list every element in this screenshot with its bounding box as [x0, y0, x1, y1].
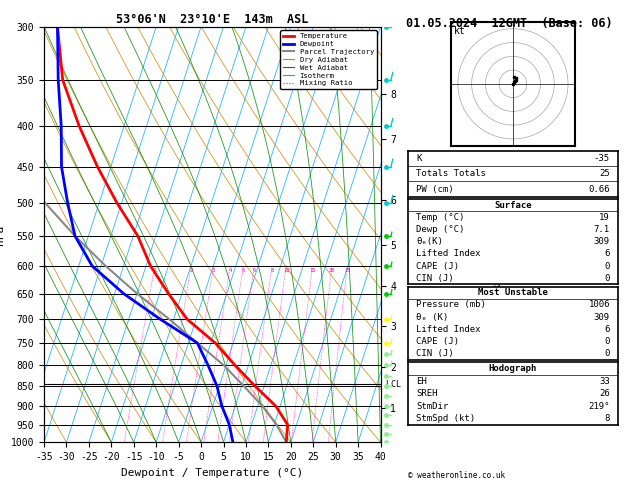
Text: 26: 26	[599, 389, 610, 398]
Text: 0: 0	[604, 349, 610, 358]
Text: 19: 19	[599, 213, 610, 222]
Text: Lifted Index: Lifted Index	[416, 249, 481, 259]
Text: Mixing Ratio (g/kg): Mixing Ratio (g/kg)	[494, 228, 503, 324]
Text: 0.66: 0.66	[588, 185, 610, 193]
Text: Most Unstable: Most Unstable	[478, 288, 548, 297]
Text: 33: 33	[599, 377, 610, 385]
Text: Temp (°C): Temp (°C)	[416, 213, 464, 222]
Text: Surface: Surface	[494, 201, 532, 210]
Text: 01.05.2024  12GMT  (Base: 06): 01.05.2024 12GMT (Base: 06)	[406, 17, 612, 30]
Text: 0: 0	[604, 261, 610, 271]
Text: Hodograph: Hodograph	[489, 364, 537, 373]
Text: 25: 25	[344, 268, 350, 273]
Text: © weatheronline.co.uk: © weatheronline.co.uk	[408, 471, 504, 480]
Text: 15: 15	[309, 268, 316, 273]
Text: StmSpd (kt): StmSpd (kt)	[416, 415, 475, 423]
Text: 0: 0	[604, 337, 610, 346]
Text: 219°: 219°	[588, 402, 610, 411]
Y-axis label: hPa: hPa	[0, 225, 5, 244]
Y-axis label: km
ASL: km ASL	[407, 224, 425, 245]
Text: Lifted Index: Lifted Index	[416, 325, 481, 334]
Text: K: K	[416, 154, 421, 163]
Text: -35: -35	[594, 154, 610, 163]
Text: SREH: SREH	[416, 389, 438, 398]
Text: 6: 6	[604, 325, 610, 334]
Text: kt: kt	[454, 26, 465, 35]
Text: Pressure (mb): Pressure (mb)	[416, 300, 486, 310]
X-axis label: Dewpoint / Temperature (°C): Dewpoint / Temperature (°C)	[121, 468, 303, 478]
Text: 1006: 1006	[588, 300, 610, 310]
Text: StmDir: StmDir	[416, 402, 448, 411]
Text: CIN (J): CIN (J)	[416, 349, 454, 358]
Text: CAPE (J): CAPE (J)	[416, 337, 459, 346]
Text: 1: 1	[153, 268, 157, 273]
Legend: Temperature, Dewpoint, Parcel Trajectory, Dry Adiabat, Wet Adiabat, Isotherm, Mi: Temperature, Dewpoint, Parcel Trajectory…	[280, 30, 377, 89]
Text: 0: 0	[604, 274, 610, 283]
Text: 5: 5	[242, 268, 245, 273]
Text: CAPE (J): CAPE (J)	[416, 261, 459, 271]
Text: 7.1: 7.1	[594, 225, 610, 234]
Text: 4: 4	[228, 268, 231, 273]
Text: 3: 3	[212, 268, 215, 273]
Text: 2: 2	[189, 268, 192, 273]
Text: LCL: LCL	[381, 380, 401, 389]
Text: 8: 8	[604, 415, 610, 423]
Text: Dewp (°C): Dewp (°C)	[416, 225, 464, 234]
Text: 25: 25	[599, 169, 610, 178]
Text: 6: 6	[253, 268, 256, 273]
Text: CIN (J): CIN (J)	[416, 274, 454, 283]
Text: 309: 309	[594, 312, 610, 322]
Text: 309: 309	[594, 237, 610, 246]
Text: 8: 8	[270, 268, 274, 273]
Title: 53°06'N  23°10'E  143m  ASL: 53°06'N 23°10'E 143m ASL	[116, 13, 308, 26]
Text: 20: 20	[329, 268, 335, 273]
Text: θₑ(K): θₑ(K)	[416, 237, 443, 246]
Text: θₑ (K): θₑ (K)	[416, 312, 448, 322]
Text: 10: 10	[283, 268, 289, 273]
Text: PW (cm): PW (cm)	[416, 185, 454, 193]
Text: 6: 6	[604, 249, 610, 259]
Text: Totals Totals: Totals Totals	[416, 169, 486, 178]
Text: EH: EH	[416, 377, 426, 385]
